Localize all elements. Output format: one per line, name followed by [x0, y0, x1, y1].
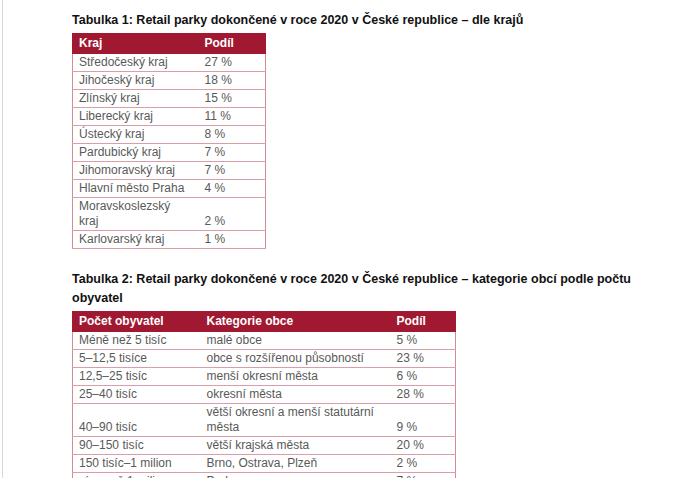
table-cell: 25–40 tisíc: [73, 386, 201, 404]
table-header-row: Počet obyvatel Kategorie obce Podíl: [73, 312, 456, 332]
table-row: 90–150 tisícvětší krajská města20 %: [73, 437, 456, 455]
table-row: 12,5–25 tisícmenší okresní města6 %: [73, 368, 456, 386]
table-row: Zlínský kraj15 %: [73, 90, 266, 108]
table-cell: 23 %: [391, 350, 456, 368]
table-cell: 2 %: [391, 455, 456, 473]
table2-title: Tabulka 2: Retail parky dokončené v roce…: [72, 270, 632, 308]
column-header-podil: Podíl: [391, 312, 456, 332]
table-cell: 7 %: [391, 473, 456, 478]
table1-title: Tabulka 1: Retail parky dokončené v roce…: [72, 11, 672, 30]
table-retail-parks-by-municipality-size: Počet obyvatel Kategorie obce Podíl Méně…: [72, 311, 456, 478]
table-cell: Jihočeský kraj: [73, 72, 199, 90]
table-cell: Zlínský kraj: [73, 90, 199, 108]
table-cell: 1 %: [199, 231, 266, 249]
table-cell: 20 %: [391, 437, 456, 455]
table-cell: 6 %: [391, 368, 456, 386]
table-cell: 8 %: [199, 126, 266, 144]
table-cell: 15 %: [199, 90, 266, 108]
table-row: Méně než 5 tisícmalé obce5 %: [73, 332, 456, 350]
table-row: 150 tisíc–1 milionBrno, Ostrava, Plzeň2 …: [73, 455, 456, 473]
table-row: Pardubický kraj7 %: [73, 144, 266, 162]
table-cell: Méně než 5 tisíc: [73, 332, 201, 350]
table-cell: obce s rozšířenou působností: [201, 350, 391, 368]
table-cell: 5 %: [391, 332, 456, 350]
table-cell: Moravskoslezský kraj: [73, 198, 199, 231]
table-row: Moravskoslezský kraj2 %: [73, 198, 266, 231]
column-header-kraj: Kraj: [73, 34, 199, 54]
table-cell: Středočeský kraj: [73, 54, 199, 72]
table-cell: Pardubický kraj: [73, 144, 199, 162]
table-cell: 27 %: [199, 54, 266, 72]
table-cell: 5–12,5 tisíce: [73, 350, 201, 368]
table-cell: 7 %: [199, 144, 266, 162]
table-row: 5–12,5 tisíceobce s rozšířenou působnost…: [73, 350, 456, 368]
table-row: 40–90 tisícvětší okresní a menší statutá…: [73, 404, 456, 437]
table-cell: Ústecký kraj: [73, 126, 199, 144]
table-cell: 40–90 tisíc: [73, 404, 201, 437]
table-cell: Brno, Ostrava, Plzeň: [201, 455, 391, 473]
table-cell: 150 tisíc–1 milion: [73, 455, 201, 473]
table-row: 25–40 tisícokresní města28 %: [73, 386, 456, 404]
document-page-edge: [2, 0, 3, 478]
table-cell: více než 1 milion: [73, 473, 201, 478]
table-cell: menší okresní města: [201, 368, 391, 386]
column-header-pocet-obyvatel: Počet obyvatel: [73, 312, 201, 332]
table-cell: 18 %: [199, 72, 266, 90]
table-row: Jihomoravský kraj7 %: [73, 162, 266, 180]
table-cell: Liberecký kraj: [73, 108, 199, 126]
table-cell: Jihomoravský kraj: [73, 162, 199, 180]
table-cell: 12,5–25 tisíc: [73, 368, 201, 386]
table-row: Středočeský kraj27 %: [73, 54, 266, 72]
table-cell: větší okresní a menší statutární města: [201, 404, 391, 437]
table-cell: malé obce: [201, 332, 391, 350]
table-cell: okresní města: [201, 386, 391, 404]
table-cell: 4 %: [199, 180, 266, 198]
table-cell: větší krajská města: [201, 437, 391, 455]
table-row: Karlovarský kraj1 %: [73, 231, 266, 249]
column-header-kategorie-obce: Kategorie obce: [201, 312, 391, 332]
table-header-row: Kraj Podíl: [73, 34, 266, 54]
table-row: Ústecký kraj8 %: [73, 126, 266, 144]
table-cell: 11 %: [199, 108, 266, 126]
document-content: Tabulka 1: Retail parky dokončené v roce…: [72, 11, 672, 478]
table-cell: 7 %: [199, 162, 266, 180]
table-cell: 28 %: [391, 386, 456, 404]
table-cell: 2 %: [199, 198, 266, 231]
table-retail-parks-by-region: Kraj Podíl Středočeský kraj27 %Jihočeský…: [72, 33, 266, 249]
table-row: Hlavní město Praha4 %: [73, 180, 266, 198]
table-cell: Hlavní město Praha: [73, 180, 199, 198]
table-cell: Praha: [201, 473, 391, 478]
table-row: Liberecký kraj11 %: [73, 108, 266, 126]
table-cell: Karlovarský kraj: [73, 231, 199, 249]
table-row: Jihočeský kraj18 %: [73, 72, 266, 90]
table-row: více než 1 milionPraha7 %: [73, 473, 456, 478]
table-cell: 9 %: [391, 404, 456, 437]
column-header-podil: Podíl: [199, 34, 266, 54]
table-cell: 90–150 tisíc: [73, 437, 201, 455]
